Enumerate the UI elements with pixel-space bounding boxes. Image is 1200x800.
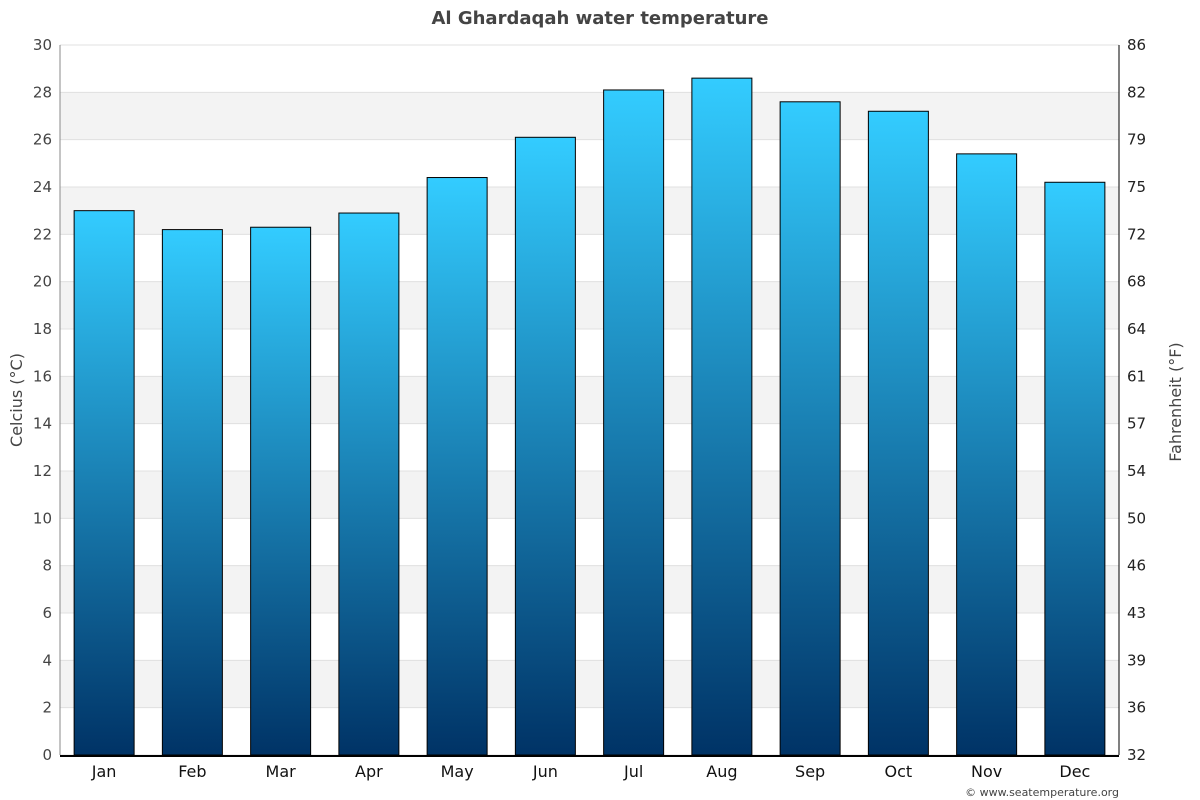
y-right-tick-label: 75 (1127, 178, 1146, 196)
y-tick-label: 26 (33, 131, 52, 149)
grid-band (60, 187, 1119, 235)
y-right-tick-label: 61 (1127, 367, 1146, 385)
grid-band (60, 565, 1119, 613)
y-tick-label: 10 (33, 509, 52, 527)
y-tick-label: 20 (33, 273, 52, 291)
bar-oct (867, 110, 929, 756)
x-tick-label: Nov (971, 762, 1002, 781)
y-tick-label: 18 (33, 320, 52, 338)
y-right-tick-label: 64 (1127, 320, 1146, 338)
grid-band (60, 92, 1119, 140)
y-tick-label: 14 (33, 415, 52, 433)
y-tick-label: 30 (33, 36, 52, 54)
bar-jun (514, 136, 576, 756)
y-right-tick-label: 57 (1127, 415, 1146, 433)
x-tick-label: May (441, 762, 474, 781)
y-right-tick-label: 54 (1127, 462, 1146, 480)
y-tick-label: 6 (42, 604, 52, 622)
bar-sep (779, 101, 841, 756)
y-right-tick-label: 32 (1127, 746, 1146, 764)
y-right-tick-label: 46 (1127, 557, 1146, 575)
y-tick-label: 4 (42, 651, 52, 669)
y-right-tick-label: 43 (1127, 604, 1146, 622)
grid-band (60, 660, 1119, 708)
x-tick-label: Jan (91, 762, 117, 781)
bar-jul (603, 89, 665, 756)
y-axis-label-right: Fahrenheit (°F) (1166, 342, 1185, 461)
y-tick-label: 24 (33, 178, 52, 196)
bar-mar (250, 226, 312, 756)
x-tick-label: Feb (178, 762, 206, 781)
y-tick-label: 8 (42, 557, 52, 575)
y-tick-label: 0 (42, 746, 52, 764)
y-right-tick-label: 82 (1127, 83, 1146, 101)
y-tick-label: 2 (42, 699, 52, 717)
bar-aug (691, 77, 753, 756)
y-axis-label-left: Celcius (°C) (7, 353, 26, 447)
y-tick-label: 16 (33, 367, 52, 385)
y-right-tick-label: 36 (1127, 699, 1146, 717)
x-tick-label: Dec (1059, 762, 1090, 781)
x-tick-label: Mar (266, 762, 297, 781)
x-tick-label: Jun (532, 762, 558, 781)
y-tick-label: 12 (33, 462, 52, 480)
grid-band (60, 376, 1119, 424)
y-right-tick-label: 39 (1127, 651, 1146, 669)
y-right-tick-label: 68 (1127, 273, 1146, 291)
y-right-tick-label: 79 (1127, 131, 1146, 149)
y-right-tick-label: 72 (1127, 225, 1146, 243)
grid-band (60, 281, 1119, 329)
bar-dec (1044, 181, 1106, 756)
chart-title: Al Ghardaqah water temperature (431, 8, 768, 29)
x-tick-label: Jul (623, 762, 643, 781)
credit-text: © www.seatemperature.org (965, 786, 1119, 799)
y-tick-label: 22 (33, 225, 52, 243)
bar-jan (73, 210, 135, 756)
x-tick-label: Apr (355, 762, 383, 781)
bar-may (426, 177, 488, 756)
grid-band (60, 471, 1119, 519)
x-tick-label: Aug (706, 762, 737, 781)
x-tick-label: Sep (795, 762, 825, 781)
y-right-tick-label: 86 (1127, 36, 1146, 54)
x-tick-label: Oct (885, 762, 913, 781)
bar-feb (161, 229, 223, 756)
y-tick-label: 28 (33, 83, 52, 101)
y-right-tick-label: 50 (1127, 509, 1146, 527)
bar-nov (956, 153, 1018, 756)
bar-apr (338, 212, 400, 756)
